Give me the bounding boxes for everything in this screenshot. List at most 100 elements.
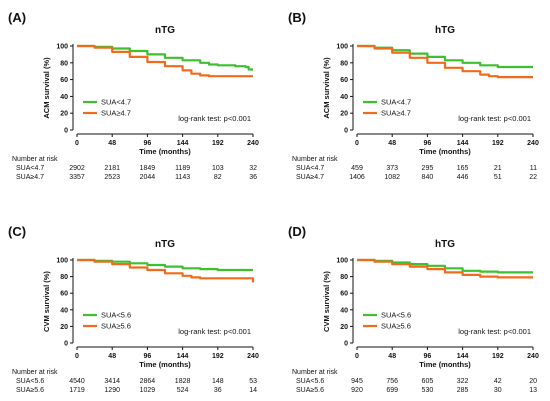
risk-value: 1828 (175, 378, 191, 385)
risk-row-label: SUA<4.7 (296, 165, 324, 172)
risk-value: 14 (249, 387, 257, 394)
x-tick-label: 240 (527, 140, 539, 147)
x-tick-label: 0 (75, 353, 79, 360)
x-tick-label: 144 (177, 353, 189, 360)
y-axis-label: ACM survival (%) (42, 57, 51, 119)
y-tick-label: 40 (340, 307, 348, 314)
risk-value: 36 (214, 387, 222, 394)
x-tick-label: 48 (108, 140, 116, 147)
risk-value: 1849 (140, 165, 156, 172)
legend-entry: SUA<4.7 (381, 98, 411, 107)
risk-value: 1406 (349, 174, 365, 181)
log-rank-annotation: log-rank test: p<0.001 (458, 114, 531, 123)
risk-table-title: Number at risk (12, 369, 58, 376)
panel-a: (A) nTG 0 20 40 60 80 100 0 48 96 144 192 240 Time (mo… (8, 10, 259, 181)
risk-value: 22 (529, 174, 537, 181)
x-tick-label: 0 (355, 140, 359, 147)
risk-value: 30 (494, 387, 502, 394)
risk-value: 51 (494, 174, 502, 181)
x-tick-label: 144 (457, 353, 469, 360)
x-axis-label: Time (months) (139, 147, 191, 156)
y-tick-label: 60 (340, 291, 348, 298)
panel-label: (C) (8, 224, 26, 239)
x-tick-label: 48 (388, 140, 396, 147)
risk-value: 20 (529, 378, 537, 385)
panel-label: (B) (288, 10, 306, 25)
panel-d: (D) hTG 0 20 40 60 80 100 0 48 96 144 192 240 Time (mo… (288, 224, 539, 394)
risk-value: 36 (249, 174, 257, 181)
risk-value: 2864 (140, 378, 156, 385)
risk-value: 4540 (69, 378, 85, 385)
risk-value: 2044 (140, 174, 156, 181)
risk-value: 1143 (175, 174, 190, 181)
series-line-high (357, 44, 533, 79)
legend-entry: SUA≥5.6 (381, 322, 411, 331)
series-line-high (77, 44, 253, 78)
x-tick-label: 192 (212, 353, 224, 360)
y-axis-label: CVM survival (%) (322, 271, 331, 332)
y-tick-label: 100 (56, 258, 68, 265)
risk-value: 82 (214, 174, 222, 181)
y-tick-label: 80 (340, 60, 348, 67)
x-tick-label: 96 (424, 353, 432, 360)
legend-entry: SUA<5.6 (381, 311, 411, 320)
risk-value: 1029 (140, 387, 156, 394)
risk-value: 699 (386, 387, 398, 394)
risk-value: 605 (422, 378, 434, 385)
x-tick-label: 192 (492, 353, 504, 360)
x-tick-label: 240 (247, 140, 259, 147)
risk-value: 459 (351, 165, 363, 172)
x-axis-label: Time (months) (419, 360, 471, 369)
x-tick-label: 96 (144, 140, 152, 147)
risk-value: 1189 (175, 165, 190, 172)
risk-table-title: Number at risk (12, 156, 58, 163)
y-tick-label: 80 (340, 274, 348, 281)
x-tick-label: 240 (247, 353, 259, 360)
y-tick-label: 40 (60, 307, 68, 314)
risk-value: 3357 (69, 174, 85, 181)
y-tick-label: 20 (60, 324, 68, 331)
panel-c: (C) nTG 0 20 40 60 80 100 0 48 96 144 192 240 Time (mo… (8, 224, 259, 394)
y-tick-label: 40 (60, 94, 68, 101)
x-tick-label: 0 (355, 353, 359, 360)
log-rank-annotation: log-rank test: p<0.001 (458, 327, 531, 336)
panel-b: (B) hTG 0 20 40 60 80 100 0 48 96 144 192 240 Time (mo… (288, 10, 539, 181)
risk-row-label: SUA<5.6 (16, 378, 44, 385)
legend-entry: SUA<4.7 (101, 98, 131, 107)
risk-value: 524 (177, 387, 189, 394)
risk-value: 13 (529, 387, 537, 394)
y-tick-label: 80 (60, 274, 68, 281)
risk-row-label: SUA<4.7 (16, 165, 44, 172)
risk-value: 373 (386, 165, 398, 172)
risk-value: 53 (249, 378, 257, 385)
y-tick-label: 20 (340, 324, 348, 331)
risk-value: 1719 (69, 387, 85, 394)
x-axis-label: Time (months) (139, 360, 191, 369)
risk-value: 11 (530, 165, 537, 172)
x-tick-label: 192 (492, 140, 504, 147)
legend-entry: SUA≥4.7 (101, 109, 131, 118)
x-tick-label: 240 (527, 353, 539, 360)
y-axis-label: ACM survival (%) (322, 57, 331, 119)
risk-value: 1082 (384, 174, 400, 181)
risk-value: 530 (422, 387, 434, 394)
risk-row-label: SUA≥4.7 (296, 174, 324, 181)
y-tick-label: 80 (60, 60, 68, 67)
legend-entry: SUA≥4.7 (381, 109, 411, 118)
y-tick-label: 0 (64, 341, 68, 348)
x-axis-label: Time (months) (419, 147, 471, 156)
y-tick-label: 0 (64, 128, 68, 135)
risk-value: 756 (386, 378, 398, 385)
y-tick-label: 60 (60, 77, 68, 84)
panel-label: (A) (8, 10, 26, 25)
risk-table-title: Number at risk (292, 156, 338, 163)
y-tick-label: 0 (344, 128, 348, 135)
y-tick-label: 0 (344, 341, 348, 348)
risk-table-title: Number at risk (292, 369, 338, 376)
y-tick-label: 40 (340, 94, 348, 101)
chart-title: nTG (155, 239, 175, 250)
x-tick-label: 0 (75, 140, 79, 147)
y-tick-label: 60 (60, 291, 68, 298)
y-tick-label: 100 (56, 44, 68, 51)
